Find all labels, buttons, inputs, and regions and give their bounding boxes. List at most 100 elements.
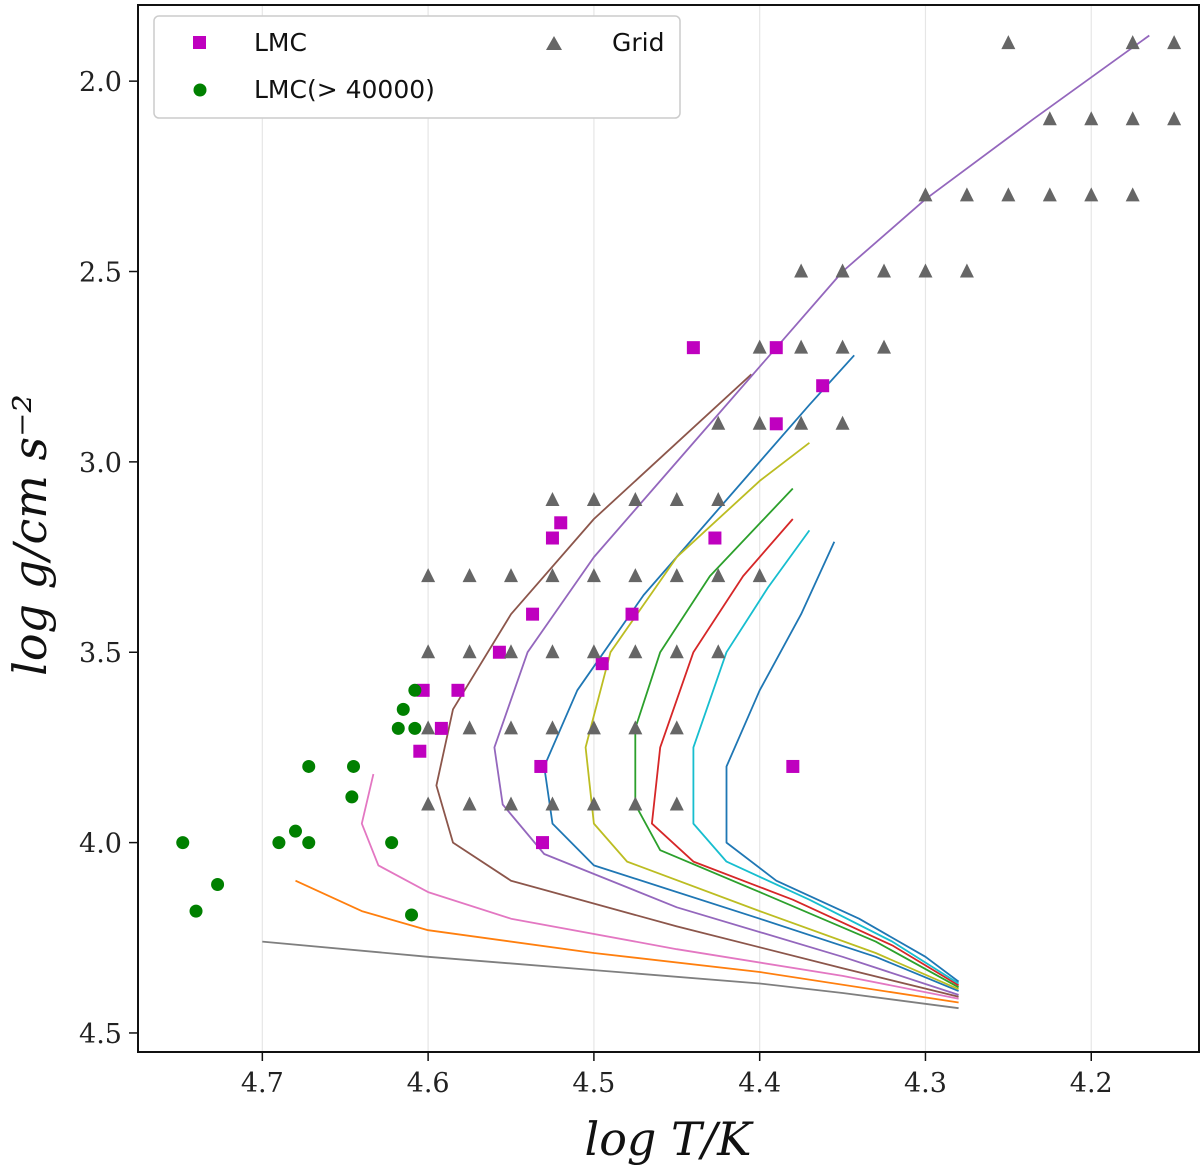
x-tick-label: 4.4 [738, 1068, 781, 1099]
grid-point [711, 644, 726, 659]
y-tick-label: 4.5 [79, 1019, 122, 1050]
lmc-point [545, 531, 559, 545]
grid-point [711, 415, 726, 430]
grid-point [1125, 111, 1140, 126]
lmc-hot-point [189, 904, 203, 918]
grid-point [918, 263, 933, 278]
grid-point [628, 796, 643, 811]
legend: LMC LMC(> 40000) Grid [153, 15, 681, 119]
grid-point [628, 644, 643, 659]
grid-point [1084, 187, 1099, 202]
grid-point [421, 796, 436, 811]
grid-point [586, 568, 601, 583]
y-tick-label: 3.5 [79, 638, 122, 669]
grid-point [504, 720, 519, 735]
grid-point [752, 415, 767, 430]
lmc-hot-point [211, 877, 225, 891]
grid-point [918, 187, 933, 202]
lmc-hot-point [385, 836, 399, 850]
lmc-hot-point [405, 908, 419, 922]
plot-area [138, 5, 1199, 1052]
grid-point [711, 568, 726, 583]
evolution-track-3 [360, 773, 959, 1000]
grid-point [711, 491, 726, 506]
grid-point [1042, 111, 1057, 126]
lmc-point [534, 759, 548, 773]
lmc-point [434, 721, 448, 735]
grid-point [835, 415, 850, 430]
lmc-hot-point [302, 759, 316, 773]
lmc-point [708, 531, 722, 545]
x-tick-label: 4.3 [904, 1068, 947, 1099]
grid-point [959, 187, 974, 202]
x-axis-ticks: 4.7 4.6 4.5 4.4 4.3 4.2 [241, 1052, 1113, 1099]
grid-point [1167, 111, 1182, 126]
grid-point [1125, 187, 1140, 202]
lmc-hot-point [176, 836, 190, 850]
grid-point [669, 796, 684, 811]
x-axis-title: log T/K [584, 1112, 754, 1166]
data-markers [176, 35, 1182, 922]
y-axis-ticks: 2.0 2.5 3.0 3.5 4.0 4.5 [79, 67, 138, 1050]
y-tick-label: 3.0 [79, 448, 122, 479]
grid-point [421, 720, 436, 735]
y-tick-label: 2.5 [79, 258, 122, 289]
evolution-track-10 [692, 529, 960, 985]
grid-point [504, 568, 519, 583]
legend-marker-lmc [193, 36, 206, 49]
lmc-hot-point [347, 759, 361, 773]
grid-point [669, 568, 684, 583]
lmc-hot-point [345, 790, 359, 804]
grid-point [586, 796, 601, 811]
x-tick-label: 4.7 [241, 1068, 284, 1099]
evolution-track-2 [295, 879, 959, 1004]
lmc-point [526, 607, 540, 621]
lmc-point [451, 683, 465, 697]
grid-lines [261, 5, 1092, 1052]
x-tick-label: 4.5 [572, 1068, 615, 1099]
lmc-hot-point [408, 721, 422, 735]
grid-point [421, 644, 436, 659]
legend-label-grid: Grid [612, 28, 664, 57]
lmc-point [595, 657, 609, 671]
lmc-point [786, 759, 800, 773]
lmc-point [492, 645, 506, 659]
grid-point [794, 339, 809, 354]
grid-point [586, 491, 601, 506]
lmc-hot-point [396, 702, 410, 716]
grid-point [628, 568, 643, 583]
grid-point [545, 644, 560, 659]
evolution-track-1 [262, 940, 959, 1010]
grid-point [959, 263, 974, 278]
legend-label-lmc: LMC [254, 28, 307, 57]
evolution-track-4 [435, 373, 959, 998]
grid-point [835, 339, 850, 354]
lmc-hot-point [272, 836, 286, 850]
lmc-hot-point [391, 721, 405, 735]
evolution-track-7 [584, 442, 959, 991]
grid-point [794, 415, 809, 430]
lmc-point [413, 744, 427, 758]
evolution-track-11 [725, 541, 960, 983]
grid-point [628, 720, 643, 735]
grid-point [1167, 35, 1182, 50]
grid-point [504, 644, 519, 659]
lmc-hot-point [408, 683, 422, 697]
lmc-point [769, 417, 783, 431]
grid-point [669, 491, 684, 506]
grid-point [669, 644, 684, 659]
y-tick-label: 4.0 [79, 829, 122, 860]
grid-point [1001, 187, 1016, 202]
lmc-point [686, 341, 700, 355]
legend-label-lmc-hot: LMC(> 40000) [254, 75, 435, 104]
lmc-point [625, 607, 639, 621]
y-tick-label: 2.0 [79, 67, 122, 98]
legend-box [153, 15, 681, 119]
grid-point [462, 796, 477, 811]
grid-point [877, 263, 892, 278]
y-axis-title: log g/cm s⁻² [3, 394, 57, 676]
grid-point [669, 720, 684, 735]
evolution-track-5 [493, 34, 1150, 996]
grid-point [794, 263, 809, 278]
